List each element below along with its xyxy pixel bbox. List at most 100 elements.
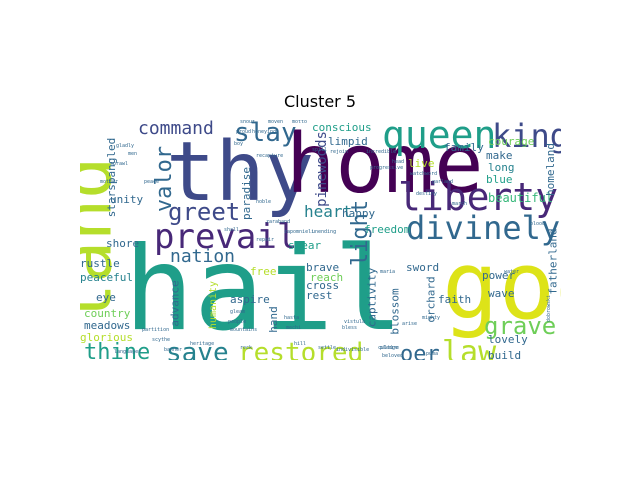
word-incredible: incredible — [366, 149, 397, 155]
word-proud: proud — [236, 129, 252, 135]
word-captivity: captivity — [365, 267, 379, 328]
word-languages: languages — [114, 349, 142, 355]
word-eye: eye — [96, 291, 116, 304]
word-liberty: liberty — [398, 175, 559, 219]
word-recapture: recapture — [256, 153, 284, 159]
word-moven: moven — [268, 120, 284, 125]
word-swear: swear — [288, 239, 322, 252]
word-hand: hand — [266, 306, 280, 333]
word-vistula: vistula — [344, 319, 366, 325]
word-hill: hill — [294, 341, 307, 347]
word-wave: wave — [488, 287, 515, 300]
word-repair: repair — [256, 237, 275, 243]
word-rock: rock — [240, 345, 253, 351]
word-limpid: limpid — [328, 135, 368, 148]
word-conscious: conscious — [312, 121, 372, 134]
word-cross: cross — [306, 279, 340, 292]
word-oer: oer — [400, 342, 440, 361]
word-hasta: hasta — [284, 315, 300, 321]
word-queen: queen — [382, 120, 497, 157]
word-faith: faith — [438, 293, 472, 306]
word-rest: rest — [306, 289, 333, 302]
word-homeland: homeland — [543, 143, 557, 196]
word-shall: shall — [224, 227, 240, 233]
word-prevail: prevail — [154, 217, 298, 257]
word-build: build — [488, 349, 522, 360]
word-shore: shore — [106, 237, 140, 250]
word-aspire: aspire — [230, 293, 270, 306]
word-happy: happy — [342, 207, 376, 220]
word-home: home — [286, 120, 484, 212]
word-heart: heart — [304, 202, 353, 221]
word-advance: advance — [168, 280, 182, 327]
word-glorious: glorious — [80, 331, 133, 344]
word-courage: courage — [488, 135, 535, 148]
word-gladly: gladly — [116, 143, 135, 149]
word-water: water — [504, 269, 520, 275]
word-greet: greet — [168, 198, 241, 226]
word-banner: banner — [164, 347, 183, 353]
word-boy: boy — [234, 141, 244, 147]
word-mountains: mountains — [230, 327, 258, 333]
word-arise: arise — [402, 321, 418, 327]
word-live: live — [408, 157, 435, 170]
word-mechi: mechi — [286, 325, 302, 331]
word-slay: slay — [234, 120, 297, 148]
word-scythe: scythe — [152, 337, 171, 343]
word-march: march — [452, 201, 468, 207]
word-sword: sword — [406, 261, 440, 274]
word-meadows: meadows — [84, 319, 131, 332]
word-progressive: progressive — [370, 165, 404, 171]
word-blue: blue — [486, 173, 513, 186]
word-unending: unending — [312, 229, 337, 235]
word-pledge: pledge — [380, 345, 399, 351]
word-peaceful: peaceful — [80, 271, 133, 284]
word-beloved: beloved — [382, 353, 404, 359]
word-law: law — [442, 335, 497, 361]
word-humanity: humanity — [208, 280, 220, 330]
word-partition: partition — [142, 327, 170, 333]
word-command: command — [138, 120, 214, 139]
word-power: power — [482, 269, 516, 282]
word-thine: thine — [84, 340, 151, 361]
word-dobrowski: dobrowski — [546, 294, 553, 323]
word-restored: restored — [238, 338, 364, 360]
word-king: king — [492, 120, 561, 155]
word-divinely: divinely — [406, 209, 561, 247]
word-blossom: blossom — [388, 288, 402, 335]
word-blood: blood — [530, 221, 546, 227]
word-maria: maria — [380, 269, 396, 275]
word-indivisible: indivisible — [336, 347, 370, 353]
word-men: men — [128, 151, 138, 157]
word-mother: mother — [100, 179, 119, 185]
word-zapomnieli: zapomnieli — [284, 229, 315, 235]
word-rejoin: rejoin — [330, 149, 349, 155]
word-motto: motto — [292, 120, 308, 125]
word-free: free — [250, 265, 277, 278]
word-bless: bless — [342, 325, 358, 331]
word-sprawl: sprawl — [110, 161, 129, 167]
word-paradise: paradise — [239, 167, 253, 220]
word-god: god — [442, 232, 561, 341]
word-rustle: rustle — [80, 257, 120, 270]
word-long: long — [488, 161, 515, 174]
word-hail: hail — [124, 222, 404, 357]
word-family: family — [444, 141, 484, 154]
word-zaraband: zaraband — [266, 219, 291, 225]
word-pinewoods: pinewoods — [313, 131, 330, 207]
word-honeying: honeying — [252, 129, 277, 135]
word-fatherland: fatherland — [546, 228, 560, 295]
word-unity: unity — [110, 193, 144, 206]
word-make: make — [486, 149, 513, 162]
word-people: people — [228, 319, 247, 325]
word-settle: settle — [318, 345, 337, 351]
word-brave: brave — [306, 261, 340, 274]
word-heritage: heritage — [190, 341, 215, 347]
word-shout: shout — [240, 120, 256, 125]
word-culture: culture — [378, 345, 400, 351]
word-puma: puma — [426, 351, 439, 357]
word-cloud: hail thy home god land queen king libert… — [80, 120, 561, 360]
word-gleam: gleam — [230, 309, 246, 315]
word-grave: grave — [484, 312, 557, 340]
